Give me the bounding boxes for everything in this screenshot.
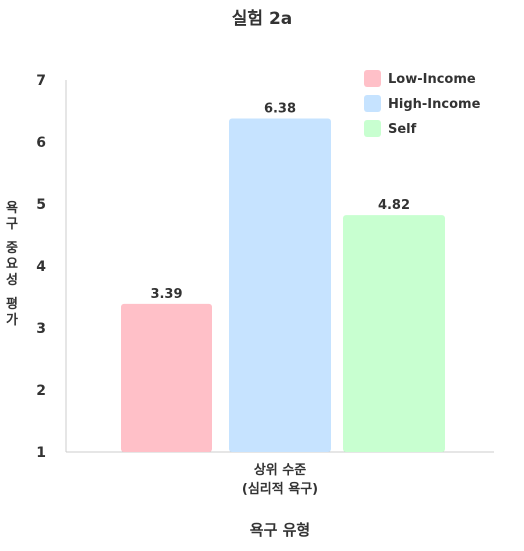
y-tick-label: 7 <box>36 73 46 89</box>
legend-label: High-Income <box>388 97 481 112</box>
y-axis-label-char: 요 <box>6 257 18 272</box>
legend-swatch <box>364 120 381 137</box>
chart-title: 실험 2a <box>232 8 293 29</box>
x-category-label: (심리적 욕구) <box>242 481 318 497</box>
y-tick-label: 6 <box>36 135 46 151</box>
bar-value-label: 3.39 <box>150 287 182 302</box>
y-axis-label-char: 욕 <box>6 200 18 216</box>
bar-low-income <box>121 303 212 452</box>
y-tick-label: 2 <box>36 383 46 399</box>
legend-label: Low-Income <box>388 72 476 87</box>
x-axis-label: 욕구 유형 <box>250 521 310 539</box>
bar-self <box>343 215 445 452</box>
legend-swatch <box>364 95 381 112</box>
y-axis-label-char: 중 <box>6 241 18 256</box>
y-tick-label: 4 <box>36 259 46 275</box>
y-tick-labels: 1 2 3 4 5 6 7 <box>36 73 46 461</box>
y-axis-label-char: 평 <box>6 296 18 312</box>
legend: Low-Income High-Income Self <box>364 70 481 137</box>
bar-high-income <box>229 118 331 452</box>
x-category-label: 상위 수준 <box>254 463 306 478</box>
y-axis-label-char: 성 <box>6 273 18 288</box>
bars: 3.39 6.38 4.82 <box>121 101 445 452</box>
y-axis-label-char: 구 <box>6 217 18 232</box>
bar-value-label: 4.82 <box>378 198 410 213</box>
y-axis-label-char: 가 <box>6 313 18 328</box>
legend-swatch <box>364 70 381 87</box>
legend-label: Self <box>388 122 417 137</box>
y-tick-label: 1 <box>36 445 46 461</box>
y-tick-label: 3 <box>36 321 46 337</box>
y-tick-label: 5 <box>36 197 46 213</box>
category-labels: 상위 수준 (심리적 욕구) <box>242 463 318 497</box>
bar-value-label: 6.38 <box>264 101 296 116</box>
